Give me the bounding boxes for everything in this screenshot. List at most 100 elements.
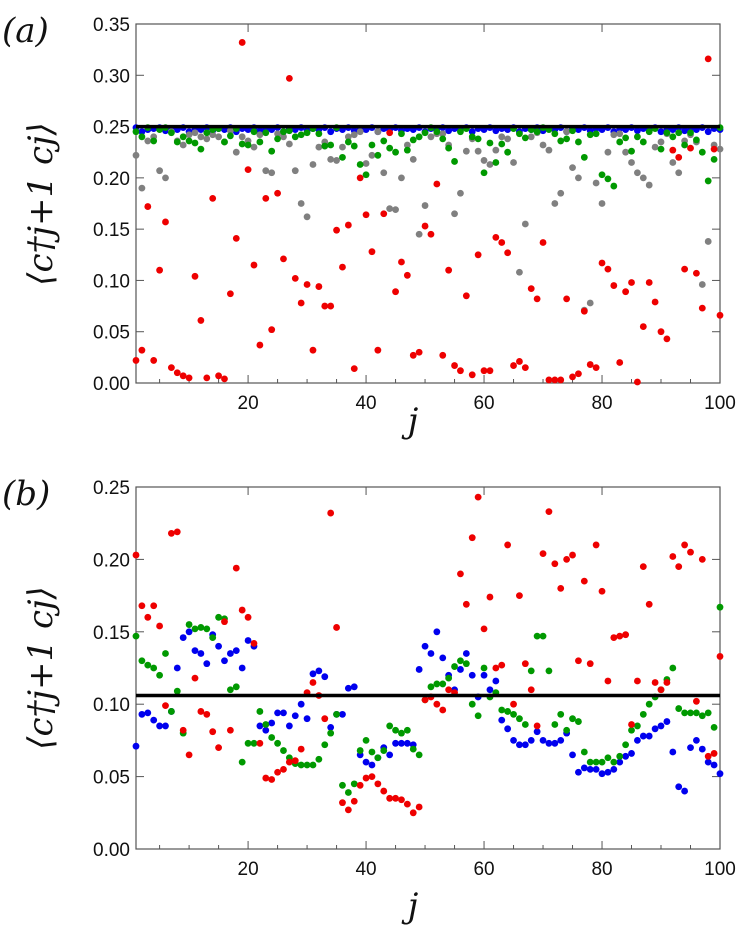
point-red: [663, 679, 671, 686]
panel-a-label: (a): [2, 11, 49, 51]
point-green: [451, 663, 458, 670]
point-blue: [539, 737, 547, 744]
point-green: [628, 726, 635, 734]
point-green: [480, 169, 488, 177]
point-blue: [704, 758, 712, 766]
point-gray: [156, 167, 164, 175]
point-gray: [333, 157, 340, 164]
point-gray: [521, 220, 529, 228]
point-blue: [533, 728, 541, 736]
point-red: [480, 367, 488, 375]
point-gray: [622, 148, 630, 156]
point-red: [150, 602, 158, 610]
panel-a-ylabel: ⟨c†j+1 cj⟩: [21, 122, 61, 286]
point-blue: [179, 634, 187, 641]
y-tick-label: 0.10: [93, 695, 130, 716]
point-blue: [185, 628, 193, 636]
point-red: [516, 358, 523, 365]
point-green: [480, 664, 488, 672]
point-blue: [256, 722, 264, 730]
point-blue: [657, 128, 665, 136]
panel-b-ticks: 0.00 0.05 0.10 0.15 0.20 0.25 20 40 60 80 100: [93, 478, 736, 880]
point-red: [274, 768, 281, 776]
point-green: [362, 171, 370, 179]
point-blue: [634, 127, 641, 135]
point-red: [321, 302, 329, 310]
point-red: [710, 145, 718, 153]
point-red: [569, 373, 576, 381]
point-red: [498, 239, 506, 246]
x-tick-label: 40: [355, 393, 376, 414]
point-red: [268, 776, 276, 783]
point-green: [244, 141, 252, 149]
point-red: [704, 55, 712, 63]
point-green: [374, 151, 382, 159]
point-gray: [226, 127, 234, 135]
point-green: [344, 138, 352, 146]
point-green: [669, 133, 677, 141]
point-green: [716, 603, 724, 611]
point-blue: [498, 716, 506, 724]
point-green: [610, 182, 618, 190]
point-red: [675, 153, 683, 161]
point-green: [238, 140, 246, 148]
point-green: [386, 144, 394, 152]
point-green: [415, 133, 423, 141]
point-red: [657, 686, 665, 694]
point-gray: [516, 268, 523, 276]
point-green: [557, 710, 565, 718]
point-red: [179, 372, 187, 380]
point-green: [687, 129, 694, 137]
point-blue: [516, 741, 523, 749]
point-red: [167, 364, 175, 372]
point-blue: [457, 666, 464, 673]
point-gray: [462, 147, 470, 155]
panel-a-frame: [135, 23, 721, 384]
point-red: [492, 233, 500, 241]
point-red: [232, 564, 240, 572]
point-red: [586, 660, 594, 668]
point-blue: [274, 709, 281, 717]
point-green: [610, 758, 618, 766]
point-gray: [344, 133, 352, 141]
point-green: [303, 129, 311, 137]
point-green: [498, 706, 506, 714]
point-gray: [285, 140, 293, 148]
point-red: [315, 283, 323, 290]
point-red: [451, 362, 458, 369]
point-gray: [427, 133, 435, 141]
point-gray: [403, 141, 411, 149]
point-red: [362, 774, 370, 782]
x-tick-label: 100: [704, 393, 736, 414]
point-blue: [132, 742, 140, 750]
point-red: [557, 376, 565, 384]
point-green: [303, 761, 311, 769]
point-blue: [468, 671, 476, 679]
point-red: [144, 203, 152, 210]
point-gray: [392, 206, 399, 214]
point-red: [693, 697, 700, 705]
point-green: [339, 153, 346, 161]
point-green: [427, 683, 435, 691]
point-red: [415, 348, 423, 356]
point-blue: [663, 718, 671, 725]
point-green: [433, 680, 441, 688]
point-red: [380, 210, 388, 218]
point-blue: [557, 737, 565, 744]
point-red: [386, 129, 394, 137]
point-green: [262, 721, 270, 728]
point-red: [350, 365, 358, 373]
panel-a-ticks: 0.00 0.05 0.10 0.15 0.20 0.25 0.30 0.35 20 40 60 80…: [93, 15, 736, 414]
point-red: [144, 613, 152, 621]
point-gray: [191, 129, 199, 137]
point-gray: [669, 159, 677, 166]
point-green: [368, 141, 376, 149]
point-green: [226, 686, 234, 694]
point-green: [398, 729, 405, 737]
point-red: [592, 364, 600, 372]
point-green: [451, 158, 458, 165]
point-red: [138, 346, 146, 354]
point-red: [221, 375, 228, 383]
x-tick-label: 20: [238, 859, 259, 880]
point-red: [639, 563, 647, 571]
